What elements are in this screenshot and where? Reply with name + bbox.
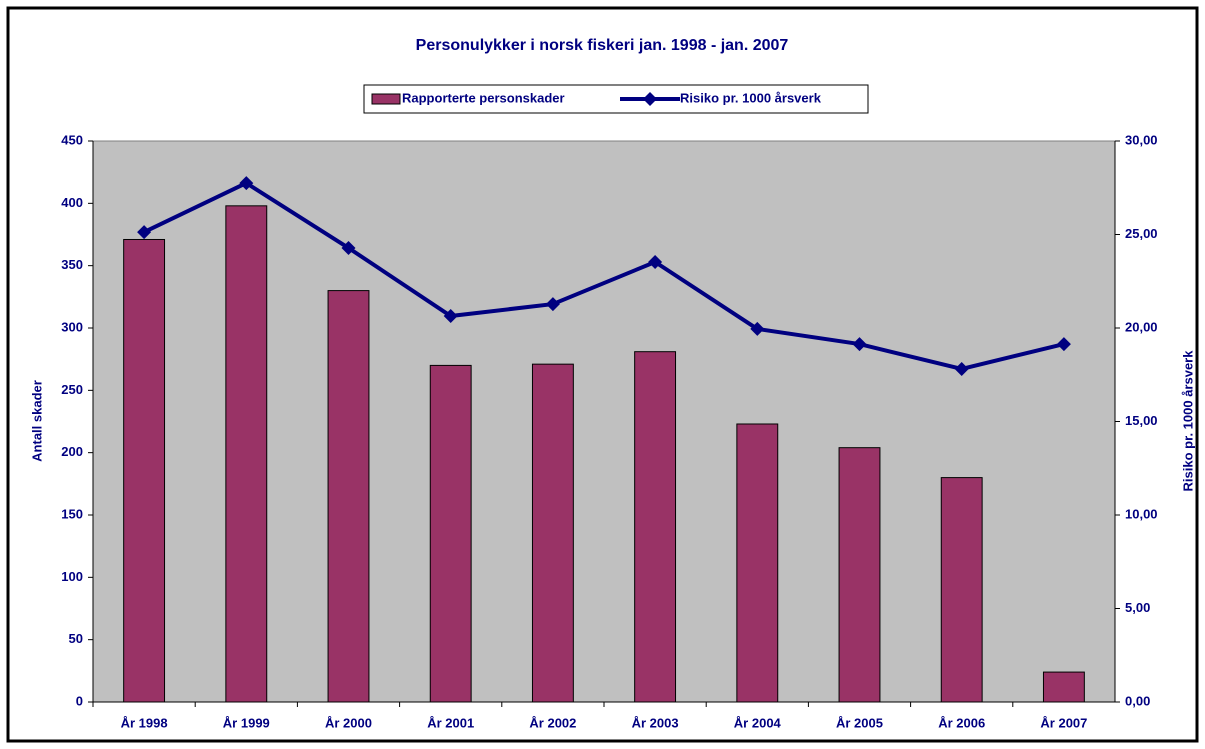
y2-tick-label: 20,00 bbox=[1125, 319, 1158, 334]
legend bbox=[363, 84, 869, 114]
x-tick-label: År 1999 bbox=[223, 715, 270, 730]
legend-marker bbox=[643, 92, 657, 106]
bar bbox=[736, 423, 779, 703]
x-tick-label: År 2006 bbox=[938, 715, 985, 730]
line-marker bbox=[1056, 337, 1071, 352]
line-marker bbox=[954, 361, 969, 376]
bar bbox=[940, 477, 983, 703]
y2-tick-label: 10,00 bbox=[1125, 506, 1158, 521]
bar bbox=[634, 351, 677, 703]
legend-label: Risiko pr. 1000 årsverk bbox=[680, 90, 822, 105]
legend-label: Rapporterte personskader bbox=[402, 90, 565, 105]
x-tick-label: År 2004 bbox=[734, 715, 782, 730]
y2-tick-label: 5,00 bbox=[1125, 600, 1150, 615]
y-tick-label: 300 bbox=[61, 319, 83, 334]
line-marker bbox=[137, 225, 152, 240]
y-tick-label: 350 bbox=[61, 257, 83, 272]
legend-swatch bbox=[371, 93, 401, 105]
y2-tick-label: 30,00 bbox=[1125, 132, 1158, 147]
y-tick-label: 250 bbox=[61, 382, 83, 397]
bar bbox=[327, 290, 370, 703]
y-tick-label: 0 bbox=[76, 693, 83, 708]
bar bbox=[123, 238, 166, 703]
y-axis-label: Antall skader bbox=[29, 380, 44, 462]
y-tick-label: 150 bbox=[61, 506, 83, 521]
x-tick-label: År 1998 bbox=[121, 715, 168, 730]
y-tick-label: 200 bbox=[61, 444, 83, 459]
chart-title: Personulykker i norsk fiskeri jan. 1998 … bbox=[416, 37, 789, 54]
x-tick-label: År 2005 bbox=[836, 715, 883, 730]
bar bbox=[838, 447, 881, 703]
y-tick-label: 100 bbox=[61, 569, 83, 584]
y2-axis-label: Risiko pr. 1000 årsverk bbox=[1180, 350, 1195, 492]
y2-tick-label: 25,00 bbox=[1125, 226, 1158, 241]
y-tick-label: 450 bbox=[61, 132, 83, 147]
line-marker bbox=[341, 240, 356, 255]
y-tick-label: 400 bbox=[61, 195, 83, 210]
bar bbox=[225, 205, 268, 703]
line-marker bbox=[750, 321, 765, 336]
line-marker bbox=[648, 254, 663, 269]
y-tick-label: 50 bbox=[69, 631, 83, 646]
line-marker bbox=[852, 337, 867, 352]
line-marker bbox=[443, 309, 458, 324]
y2-tick-label: 15,00 bbox=[1125, 413, 1158, 428]
x-tick-label: År 2002 bbox=[529, 715, 576, 730]
bar bbox=[429, 364, 472, 703]
x-tick-label: År 2001 bbox=[427, 715, 474, 730]
x-tick-label: År 2003 bbox=[632, 715, 679, 730]
x-tick-label: År 2007 bbox=[1040, 715, 1087, 730]
bar bbox=[531, 363, 574, 703]
y2-tick-label: 0,00 bbox=[1125, 693, 1150, 708]
line-marker bbox=[239, 176, 254, 191]
x-tick-label: År 2000 bbox=[325, 715, 372, 730]
line bbox=[143, 180, 1065, 372]
line-marker bbox=[545, 297, 560, 312]
bar bbox=[1042, 671, 1085, 703]
